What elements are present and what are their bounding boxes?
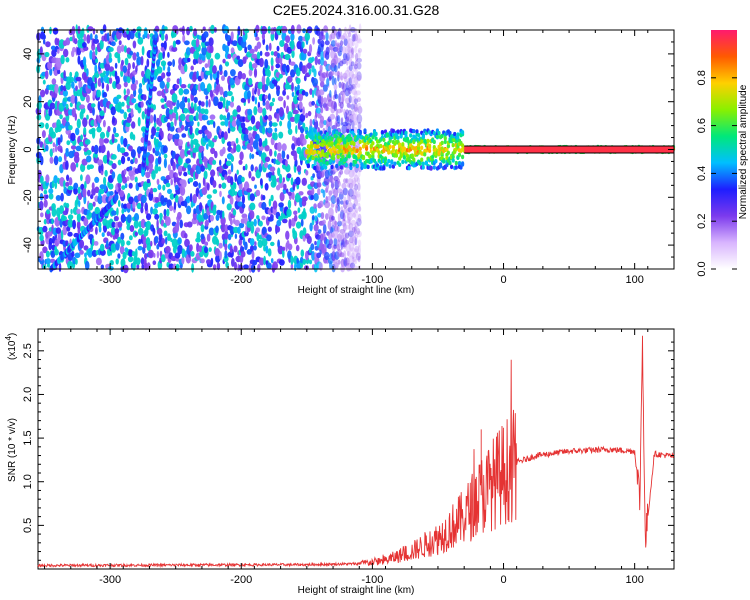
snr-series-line (37, 335, 675, 569)
x-tick-label: 100 (625, 574, 643, 586)
snr-panel: -300 -200 -100 0 100 0.5 1.0 1.5 2.0 2.5 Height … (4, 328, 675, 596)
colorbar-tick-label: 0.0 (696, 261, 708, 276)
multiplier-exponent: 4 (4, 336, 13, 341)
spectrogram-x-label: Height of straight line (km) (298, 285, 415, 296)
x-tick-label: -300 (99, 574, 121, 586)
colorbar-tick-label: 0.4 (696, 166, 708, 181)
y-tick-label: 20 (22, 96, 34, 108)
x-tick-label: -200 (230, 274, 252, 286)
spectrogram-cells (35, 23, 676, 274)
spectrogram-x-axis: -300 -200 -100 0 100 (44, 30, 675, 286)
chart-title: C2E5.2024.316.00.31.G28 (273, 2, 440, 18)
multiplier-close: ) (7, 333, 18, 336)
x-tick-label: 0 (500, 274, 506, 286)
x-tick-label: -200 (230, 574, 252, 586)
x-tick-label: -300 (99, 274, 121, 286)
y-tick-label: 1.5 (22, 430, 34, 445)
y-tick-label: 2.5 (22, 343, 34, 358)
y-tick-label: -20 (22, 189, 34, 205)
tone-band (464, 146, 674, 153)
colorbar-label: Normalized spectral amplitude (738, 84, 749, 219)
y-tick-label: 1.0 (22, 474, 34, 489)
colorbar-tick-label: 0.8 (696, 70, 708, 85)
x-tick-label: -100 (361, 574, 383, 586)
x-tick-label: -100 (361, 274, 383, 286)
x-tick-label: 100 (625, 274, 643, 286)
svg-text:(x104): (x104) (4, 333, 18, 360)
snr-y-label: SNR (10 * v/v) (7, 418, 18, 482)
y-tick-label: -40 (22, 237, 34, 253)
spectrogram-y-axis: -40 -20 0 20 40 (22, 29, 674, 270)
colorbar-tick-label: 0.2 (696, 214, 708, 229)
colorbar-tick-label: 0.6 (696, 118, 708, 133)
colorbar-gradient (711, 30, 737, 269)
colorbar-ticks: 0.0 0.2 0.4 0.6 0.8 (696, 70, 737, 277)
snr-multiplier: (x104) (4, 333, 18, 360)
y-tick-label: 40 (22, 48, 34, 60)
snr-y-axis: 0.5 1.0 1.5 2.0 2.5 (22, 341, 674, 561)
spectrogram-y-label: Frequency (Hz) (7, 116, 18, 185)
y-tick-label: 2.0 (22, 387, 34, 402)
multiplier-base: (x10 (7, 340, 18, 360)
x-tick-label: 0 (500, 574, 506, 586)
snr-x-axis: -300 -200 -100 0 100 (44, 329, 675, 586)
snr-frame (37, 328, 675, 570)
y-tick-label: 0.5 (22, 518, 34, 533)
snr-x-label: Height of straight line (km) (298, 585, 415, 596)
y-tick-label: 0 (22, 146, 34, 152)
colorbar: 0.0 0.2 0.4 0.6 0.8 Normalized spectral ampl… (696, 30, 749, 277)
